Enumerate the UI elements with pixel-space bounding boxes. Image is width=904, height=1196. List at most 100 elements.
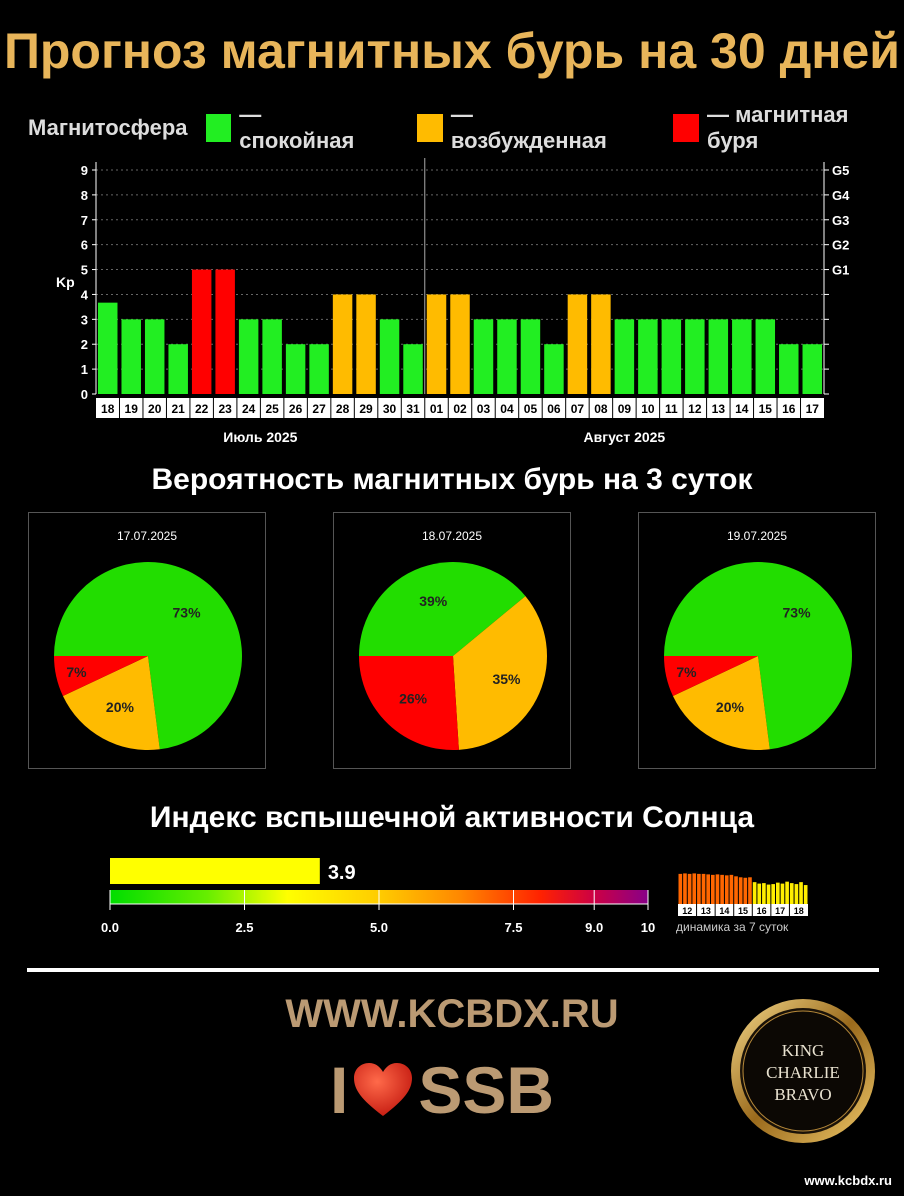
pie-chart-day2: 39% 35% 26% (359, 562, 547, 750)
flare-dynamic-bar (715, 874, 720, 904)
flare-dynamic-bar (757, 883, 762, 904)
kp-bar (285, 344, 306, 394)
pie-label: 26% (399, 690, 428, 706)
flare-dynamic-bar (785, 881, 789, 904)
kp-bar (497, 319, 517, 394)
footer-url[interactable]: www.kcbdx.ru (804, 1173, 892, 1188)
x-tick-label: 04 (500, 402, 514, 416)
flare-dynamic-day: 15 (738, 906, 748, 916)
pie-slice (54, 656, 148, 697)
y-tick-label: 4 (81, 287, 89, 302)
flare-dynamic-bar (724, 875, 729, 904)
flare-dynamic-bar (678, 873, 683, 904)
flare-dynamic-bar (743, 877, 748, 904)
pie-label: 35% (492, 671, 521, 687)
y-tick-label: 3 (81, 312, 88, 327)
x-tick-label: 27 (312, 402, 326, 416)
probability-title: Вероятность магнитных бурь на 3 суток (151, 463, 753, 496)
flare-dynamic-bar (794, 884, 799, 904)
legend-item-calm: — спокойная (205, 102, 382, 154)
x-tick-label: 29 (359, 402, 373, 416)
legend-text-active: — возбужденная (450, 102, 607, 153)
month-label: Август 2025 (584, 429, 666, 445)
love-ssb-logo: I SSB (330, 1052, 554, 1128)
pie-label: 20% (716, 699, 745, 715)
x-tick-label: 16 (782, 402, 796, 416)
y-tick-label: 6 (81, 238, 88, 253)
flare-dynamic-bar (729, 874, 734, 904)
pie-slice (359, 562, 526, 656)
pie-slice (359, 656, 459, 750)
flare-dynamic-bar (803, 885, 808, 904)
divider (27, 968, 879, 972)
flare-dynamic-bar (780, 883, 785, 904)
kp-bar (191, 269, 212, 394)
pie-label: 7% (66, 664, 87, 680)
kp-bar (168, 344, 188, 394)
flare-value-bar (110, 858, 320, 884)
love-text: SSB (418, 1053, 555, 1127)
page-title: Прогноз магнитных бурь на 30 дней (3, 23, 901, 79)
kp-bar (544, 344, 564, 394)
flare-dynamic-day: 16 (757, 906, 767, 916)
kp-bar (121, 319, 141, 394)
x-tick-label: 08 (594, 402, 608, 416)
flare-dynamic-bar (766, 884, 771, 904)
flare-dynamic-bar (752, 882, 757, 904)
flare-tick-label: 5.0 (370, 920, 388, 935)
flare-dynamic-bar (697, 873, 701, 904)
g-tick-label: G5 (832, 163, 849, 178)
flare-dynamic-bar (789, 883, 794, 904)
pie-box-day2: 18.07.2025 39% 35% 26% (333, 512, 571, 769)
kp-bar (332, 294, 353, 394)
legend-text-storm: — магнитная буря (707, 102, 849, 153)
kp-bar (708, 319, 729, 394)
pie-label: 73% (173, 604, 202, 620)
x-tick-label: 20 (148, 402, 162, 416)
flare-tick-label: 2.5 (235, 920, 253, 935)
y-tick-label: 8 (81, 188, 88, 203)
flare-dynamic-strip (678, 904, 808, 916)
kp-bar (238, 319, 259, 394)
pie-date-day1: 17.07.2025 (116, 529, 178, 543)
flare-dynamic-day: 14 (719, 906, 729, 916)
flare-tick-label: 0.0 (101, 920, 119, 935)
x-tick-label: 22 (195, 402, 209, 416)
x-tick-label: 11 (665, 402, 678, 416)
flare-dynamic-day: 12 (682, 906, 692, 916)
pie-slice (453, 596, 547, 750)
flare-dynamic-bar (701, 873, 706, 904)
kp-bar (215, 269, 235, 394)
pie-label: 73% (783, 604, 812, 620)
pie-chart-day3: 73% 20% 7% (664, 562, 852, 750)
y-tick-label: 5 (81, 263, 88, 278)
flare-value-label: 3.9 (328, 862, 356, 884)
month-label: Июль 2025 (223, 429, 297, 445)
flare-dynamic-day: 17 (775, 906, 785, 916)
flare-dynamic-bar (687, 873, 692, 904)
flare-dynamic-bar (706, 874, 710, 904)
pie-label: 7% (676, 664, 697, 680)
pie-slice (672, 656, 770, 750)
y-tick-label: 9 (81, 163, 88, 178)
flare-tick-label: 9.0 (585, 920, 603, 935)
site-url-logo[interactable]: WWW.KCBDX.RU (285, 992, 619, 1036)
kp-bar (144, 319, 165, 394)
seal-line-2: CHARLIE (766, 1063, 840, 1082)
y-tick-label: 7 (81, 213, 88, 228)
seal-line-3: BRAVO (774, 1085, 831, 1104)
legend-swatch-calm (205, 114, 232, 142)
x-tick-label: 17 (806, 402, 820, 416)
pie-label: 39% (419, 593, 448, 609)
flare-dynamic-bar (692, 873, 697, 904)
kp-bar (567, 294, 588, 394)
kp-bar (755, 319, 776, 394)
flare-dynamic-day: 18 (794, 906, 804, 916)
king-charlie-bravo-seal: KING CHARLIE BRAVO (731, 999, 875, 1143)
flare-index-scale: 3.9 0.0 2.5 5.0 7.5 9.0 10 12 13 14 15 16 17 18 (101, 858, 808, 935)
x-tick-label: 24 (242, 402, 256, 416)
pie-label: 20% (106, 699, 135, 715)
x-label-strip (96, 398, 824, 418)
x-tick-label: 23 (218, 402, 232, 416)
x-tick-label: 18 (101, 402, 115, 416)
